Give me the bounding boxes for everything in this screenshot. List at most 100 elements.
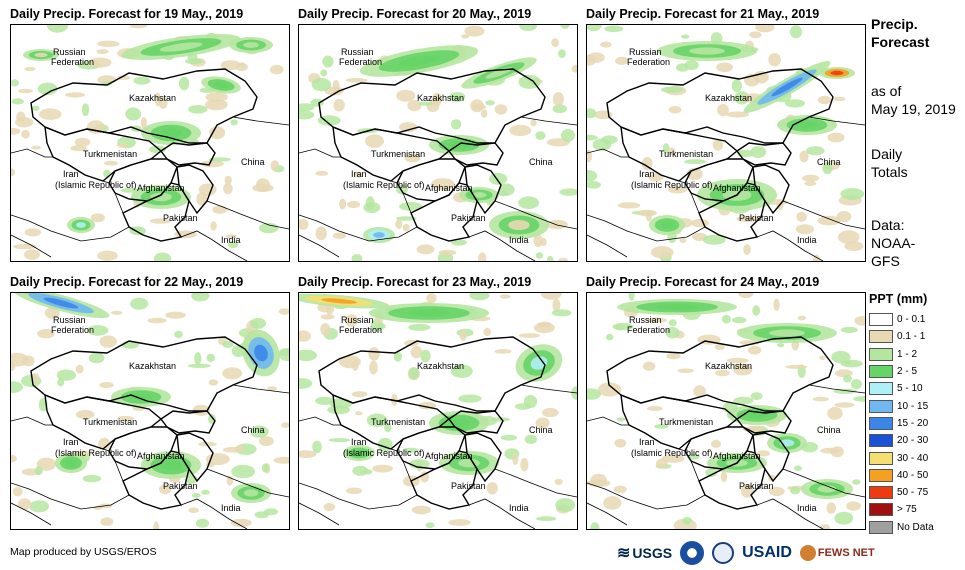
legend-swatch: [869, 382, 893, 396]
precip-map: Russian Federation Kazakhstan Turkmenistan I…: [298, 24, 578, 262]
map-label-kazakhstan: Kazakhstan: [417, 93, 464, 103]
map-label-iran-line1: Iran: [63, 169, 79, 179]
legend-swatch: [869, 520, 893, 534]
map-label-india: India: [797, 503, 817, 513]
legend-item: 5 - 10: [869, 380, 961, 397]
map-label-russia-line2: Federation: [339, 325, 382, 335]
legend-swatch: [869, 486, 893, 500]
map-label-russia-line1: Russian: [629, 315, 662, 325]
map-label-iran-line1: Iran: [639, 437, 655, 447]
map-label-china: China: [241, 157, 265, 167]
panel-title: Daily Precip. Forecast for 24 May., 2019: [586, 275, 820, 289]
map-label-china: China: [817, 425, 841, 435]
legend-label: 1 - 2: [897, 348, 918, 360]
map-label-turkmenistan: Turkmenistan: [659, 149, 713, 159]
data-line-1: Data:: [871, 217, 905, 233]
legend-label: 40 - 50: [897, 469, 929, 481]
legend-label: 50 - 75: [897, 487, 929, 499]
precip-map: Russian Federation Kazakhstan Turkmenistan I…: [586, 24, 866, 262]
map-label-iran-line2: (Islamic Republic of): [55, 448, 137, 458]
map-label-india: India: [509, 503, 529, 513]
map-label-kazakhstan: Kazakhstan: [129, 361, 176, 371]
legend-swatch: [869, 313, 893, 327]
legend-item: > 75: [869, 501, 961, 518]
usaid-logo-text: USAID: [742, 544, 792, 561]
map-label-afghanistan: Afghanistan: [137, 183, 185, 193]
map-label-iran-line1: Iran: [351, 437, 367, 447]
data-line-3: GFS: [871, 253, 900, 269]
legend-item: 20 - 30: [869, 432, 961, 449]
legend-item: 2 - 5: [869, 363, 961, 380]
panel-title: Daily Precip. Forecast for 20 May., 2019: [298, 7, 532, 21]
legend-item: No Data: [869, 519, 961, 536]
legend-label: > 75: [897, 504, 917, 516]
map-label-turkmenistan: Turkmenistan: [371, 417, 425, 427]
map-label-india: India: [509, 235, 529, 245]
legend-swatch: [869, 434, 893, 448]
map-credit: Map produced by USGS/EROS: [10, 546, 157, 558]
map-label-afghanistan: Afghanistan: [425, 183, 473, 193]
map-label-india: India: [797, 235, 817, 245]
map-label-pakistan: Pakistan: [163, 481, 198, 491]
map-label-russia-line1: Russian: [53, 47, 86, 57]
legend-swatch: [869, 416, 893, 430]
map-label-afghanistan: Afghanistan: [425, 451, 473, 461]
legend-item: 1 - 2: [869, 346, 961, 363]
map-label-pakistan: Pakistan: [451, 213, 486, 223]
asof-line-1: as of: [871, 83, 902, 99]
legend-label: 5 - 10: [897, 383, 923, 395]
totals-line-2: Totals: [871, 164, 908, 180]
totals-line-1: Daily: [871, 146, 903, 162]
agency-logos: ≋ USGS USAID FEWS NET: [617, 540, 875, 566]
map-label-afghanistan: Afghanistan: [713, 451, 761, 461]
legend-swatch: [869, 503, 893, 517]
precip-map: Russian Federation Kazakhstan Turkmenistan I…: [298, 292, 578, 530]
map-label-iran-line1: Iran: [351, 169, 367, 179]
map-label-pakistan: Pakistan: [163, 213, 198, 223]
map-label-china: China: [817, 157, 841, 167]
data-line-2: NOAA-: [871, 235, 916, 251]
legend-label: 30 - 40: [897, 452, 929, 464]
noaa-logo-icon: [680, 541, 705, 565]
heading-line-1: Precip.: [871, 16, 918, 32]
legend-label: 0.1 - 1: [897, 331, 926, 343]
map-label-china: China: [241, 425, 265, 435]
legend-label: 0 - 0.1: [897, 314, 926, 326]
map-label-afghanistan: Afghanistan: [713, 183, 761, 193]
precip-map: Russian Federation Kazakhstan Turkmenistan I…: [586, 292, 866, 530]
legend-title: PPT (mm): [869, 292, 928, 306]
legend-item: 40 - 50: [869, 467, 961, 484]
fewsnet-logo-text: FEWS NET: [817, 547, 875, 559]
map-label-iran-line2: (Islamic Republic of): [343, 448, 425, 458]
usaid-seal-icon: [712, 542, 735, 564]
map-label-iran-line1: Iran: [63, 437, 79, 447]
map-label-iran-line2: (Islamic Republic of): [631, 180, 713, 190]
fewsnet-logo: FEWS NET: [799, 545, 875, 561]
map-label-russia-line2: Federation: [627, 57, 670, 67]
legend-swatch: [869, 347, 893, 361]
map-label-pakistan: Pakistan: [739, 213, 774, 223]
panel-title: Daily Precip. Forecast for 21 May., 2019: [586, 7, 820, 21]
legend-item: 10 - 15: [869, 397, 961, 414]
map-label-kazakhstan: Kazakhstan: [417, 361, 464, 371]
map-label-russia-line1: Russian: [629, 47, 662, 57]
legend-item: 0 - 0.1: [869, 311, 961, 328]
usgs-wave-icon: ≋: [617, 545, 631, 562]
legend-swatch: [869, 451, 893, 465]
map-label-kazakhstan: Kazakhstan: [705, 361, 752, 371]
precip-legend: PPT (mm) 0 - 0.1 0.1 - 1 1 - 2 2 - 5 5 - 10 1…: [869, 292, 961, 536]
legend-item: 0.1 - 1: [869, 328, 961, 345]
map-label-kazakhstan: Kazakhstan: [129, 93, 176, 103]
panel-title: Daily Precip. Forecast for 19 May., 2019: [10, 7, 244, 21]
legend-swatch: [869, 399, 893, 413]
map-label-russia-line2: Federation: [627, 325, 670, 335]
map-label-china: China: [529, 425, 553, 435]
legend-swatch: [869, 468, 893, 482]
legend-swatch: [869, 365, 893, 379]
legend-item: 15 - 20: [869, 415, 961, 432]
map-label-russia-line2: Federation: [51, 325, 94, 335]
asof-line-2: May 19, 2019: [871, 101, 956, 117]
